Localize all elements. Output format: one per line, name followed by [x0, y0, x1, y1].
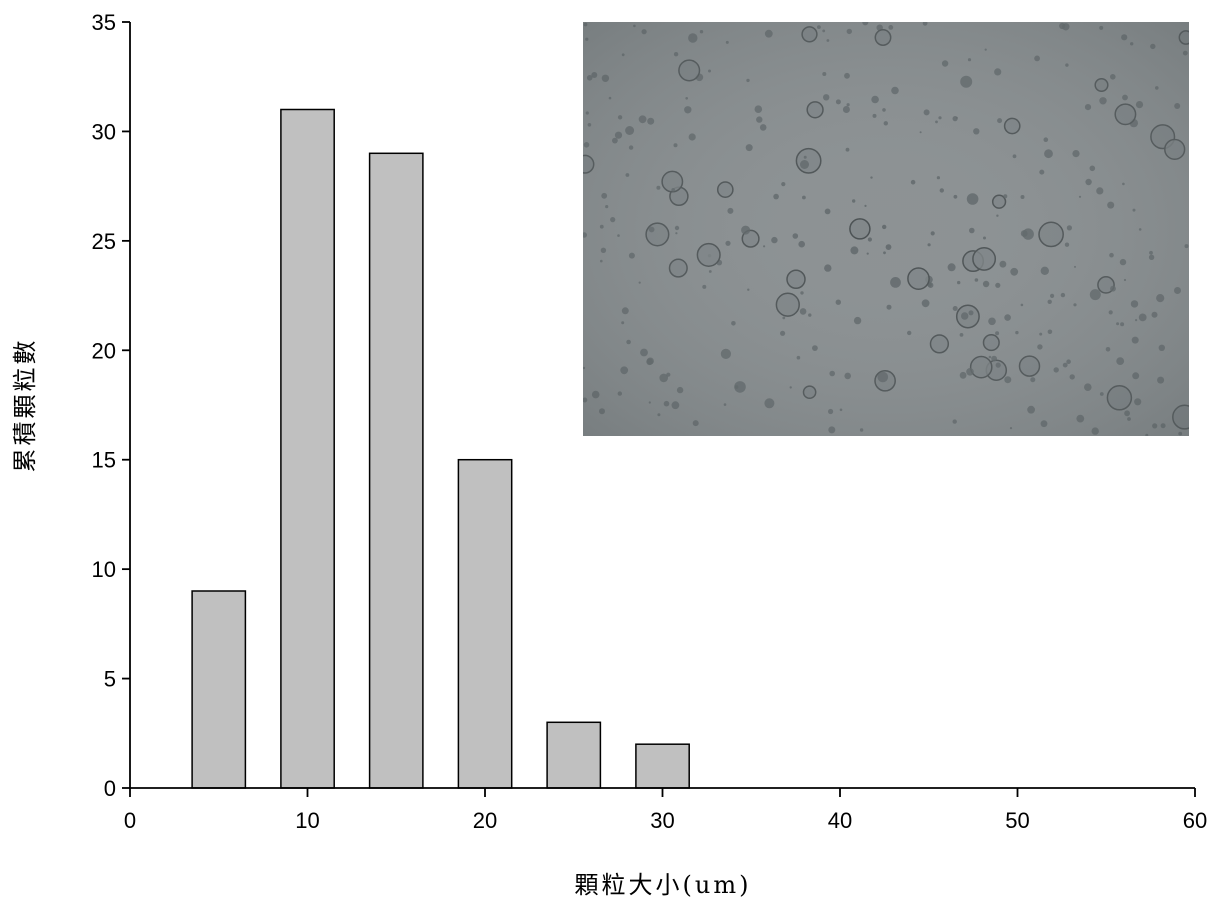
bar	[280, 108, 335, 789]
bar	[368, 152, 424, 789]
y-tick-label: 15	[92, 448, 116, 473]
inset-micrograph	[583, 22, 1189, 436]
y-axis: 0 5 10 15 20 25 30 35	[92, 10, 131, 801]
bar	[457, 458, 513, 789]
bar	[191, 590, 247, 789]
y-tick-label: 30	[92, 119, 116, 144]
x-tick-label: 30	[650, 808, 674, 833]
bar-series	[191, 108, 690, 789]
x-axis-title: 顆粒大小(um)	[575, 871, 752, 899]
y-axis-title: 累積顆粒數	[11, 338, 39, 473]
bar	[635, 743, 690, 789]
y-tick-label: 5	[104, 667, 116, 692]
y-tick-label: 10	[92, 557, 116, 582]
inset-vignette	[583, 22, 1189, 436]
bar	[546, 721, 602, 789]
x-tick-label: 0	[124, 808, 136, 833]
x-axis: 0 10 20 30 40 50 60	[124, 787, 1207, 833]
x-tick-label: 40	[828, 808, 852, 833]
y-tick-label: 20	[92, 338, 116, 363]
x-tick-label: 50	[1005, 808, 1029, 833]
y-tick-label: 25	[92, 229, 116, 254]
x-tick-label: 10	[295, 808, 319, 833]
y-tick-label: 0	[104, 776, 116, 801]
x-tick-label: 20	[473, 808, 497, 833]
y-tick-label: 35	[92, 10, 116, 35]
x-tick-label: 60	[1183, 808, 1207, 833]
